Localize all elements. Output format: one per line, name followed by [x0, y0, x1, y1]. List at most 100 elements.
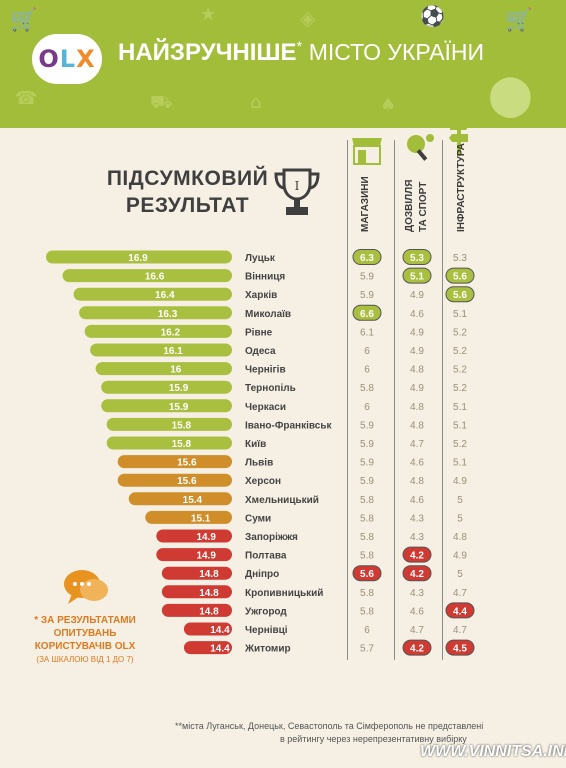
city-label: Луцьк: [245, 253, 276, 264]
highlight-pill: [352, 249, 382, 265]
column-divider: [442, 140, 443, 660]
city-label: Чернігів: [245, 365, 286, 376]
city-label: Запоріжжя: [245, 532, 298, 543]
score-bar: [106, 417, 232, 431]
rating-value: 5.8: [360, 383, 374, 394]
score-bar: [183, 622, 232, 636]
rating-value: 5.1: [453, 309, 467, 320]
rating-value: 5.8: [360, 513, 374, 524]
score-bar: [156, 529, 232, 543]
cart-decor-icon-2: 🛒: [505, 8, 533, 33]
rating-value: 4.3: [410, 588, 424, 599]
rating-value: 4.2: [410, 551, 424, 562]
rating-value: 6.3: [360, 253, 374, 264]
rating-value: 4.8: [410, 402, 424, 413]
score-bar: [156, 548, 232, 562]
page-title: НАЙЗРУЧНІШЕ* МІСТО УКРАЇНИ: [118, 38, 485, 66]
city-label: Івано-Франківськ: [245, 420, 332, 431]
bar-value-label: 14.4: [210, 625, 230, 636]
score-bar: [145, 510, 232, 524]
rating-value: 5.8: [360, 551, 374, 562]
bar-value-label: 16.9: [128, 253, 148, 264]
shirt-decor-icon: ♠: [380, 95, 397, 116]
highlight-pill: [445, 602, 475, 619]
bar-value-label: 14.9: [196, 551, 216, 562]
bar-value-label: 16.3: [158, 309, 178, 320]
rating-value: 5.1: [453, 458, 467, 469]
phone-decor-icon: ☎: [15, 88, 38, 109]
rating-value: 6: [364, 402, 370, 413]
bag-decor-icon: ◈: [300, 6, 316, 30]
bar-value-label: 14.8: [199, 588, 219, 599]
rating-value: 6: [364, 625, 370, 636]
rating-value: 5.9: [360, 290, 374, 301]
house-decor-icon: ⌂: [250, 92, 262, 113]
rating-value: 5.9: [360, 458, 374, 469]
cart-decor-icon: 🛒: [10, 8, 38, 33]
bar-value-label: 15.9: [169, 383, 189, 394]
bar-value-label: 14.8: [199, 606, 219, 617]
rating-value: 5: [457, 569, 463, 580]
city-label: Львів: [245, 458, 273, 469]
city-label: Харків: [245, 290, 277, 301]
score-bar: [117, 455, 232, 469]
highlight-pill: [445, 286, 475, 303]
rating-value: 6.1: [360, 327, 374, 338]
header-banner: 🛒 ★ ◈ ⚽ 🛒 ☎ ⛟ ⌂ ♠ OLX НАЙЗРУЧНІШЕ* МІСТО…: [0, 0, 566, 128]
rating-value: 5.9: [360, 476, 374, 487]
rating-value: 4.7: [410, 625, 424, 636]
watermark: WWW.VINNITSA.INFO: [420, 743, 566, 760]
score-bar: [95, 362, 232, 376]
signpost-icon: [449, 116, 469, 156]
city-label: Одеса: [245, 346, 276, 357]
score-bar: [101, 399, 232, 413]
bar-value-label: 15.9: [169, 402, 189, 413]
chat-bubbles-icon: [64, 570, 108, 604]
rating-value: 5.2: [453, 365, 467, 376]
rating-value: 6: [364, 365, 370, 376]
highlight-pill: [445, 639, 475, 656]
trophy-icon: I: [274, 168, 320, 215]
rating-value: 4.6: [410, 458, 424, 469]
rating-value: 5: [457, 513, 463, 524]
rating-value: 4.2: [410, 644, 424, 655]
car-decor-icon: ⛟: [150, 92, 173, 113]
bar-value-label: 16.6: [145, 272, 165, 283]
city-label: Рівне: [245, 327, 273, 338]
rating-value: 4.7: [453, 625, 467, 636]
rating-value: 5.6: [360, 569, 374, 580]
rating-value: 5.1: [453, 420, 467, 431]
rating-value: 4.9: [410, 346, 424, 357]
score-bar: [161, 566, 232, 580]
highlight-pill: [352, 304, 382, 321]
city-label: Чернівці: [245, 625, 288, 636]
rating-value: 4.2: [410, 569, 424, 580]
rating-value: 5.3: [453, 253, 467, 264]
score-bar: [101, 380, 232, 394]
rating-value: 5.7: [360, 644, 374, 655]
rating-value: 4.8: [410, 476, 424, 487]
rating-value: 4.7: [410, 439, 424, 450]
rating-value: 5.2: [453, 439, 467, 450]
rating-value: 4.9: [410, 327, 424, 338]
rating-value: 4.5: [453, 644, 467, 655]
bar-value-label: 14.8: [199, 569, 219, 580]
score-bar: [106, 436, 232, 450]
rating-value: 5.3: [410, 253, 424, 264]
rating-value: 4.9: [410, 383, 424, 394]
city-label: Кропивницький: [245, 588, 323, 599]
city-label: Миколаїв: [245, 309, 291, 320]
column-divider: [394, 140, 395, 660]
city-label: Черкаси: [245, 402, 286, 413]
rating-value: 5.6: [453, 272, 467, 283]
rating-value: 5.1: [410, 272, 424, 283]
rating-value: 5: [457, 495, 463, 506]
shop-icon: [352, 138, 382, 165]
rating-value: 4.8: [410, 365, 424, 376]
score-bar: [161, 585, 232, 599]
rating-value: 4.8: [410, 420, 424, 431]
map-pin-icon: ⬤: [488, 72, 533, 118]
score-bar: [73, 287, 232, 301]
city-label: Ужгород: [245, 606, 287, 617]
